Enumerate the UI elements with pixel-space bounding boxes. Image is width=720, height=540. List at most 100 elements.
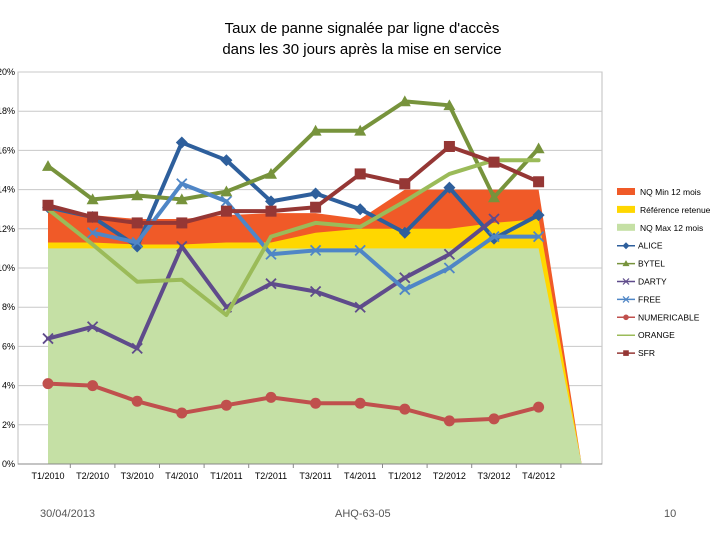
series-bytel bbox=[42, 95, 545, 205]
series-line bbox=[46, 158, 541, 318]
band-area bbox=[48, 248, 582, 464]
legend-label: Référence retenue bbox=[640, 205, 711, 215]
legend-label: SFR bbox=[638, 348, 655, 358]
data-point bbox=[42, 378, 54, 390]
series-line bbox=[46, 144, 541, 225]
legend-label: ALICE bbox=[638, 241, 663, 251]
legend-label: NQ Min 12 mois bbox=[640, 187, 701, 197]
chart-title-line-2: dans les 30 jours après la mise en servi… bbox=[222, 41, 501, 58]
x-tick-label: T2/2011 bbox=[255, 471, 287, 481]
data-point bbox=[220, 399, 232, 411]
data-point bbox=[265, 195, 277, 208]
legend-swatch bbox=[617, 223, 635, 231]
data-point bbox=[220, 195, 233, 207]
data-point-stroke bbox=[309, 244, 322, 256]
data-point bbox=[309, 187, 322, 200]
data-point bbox=[443, 181, 456, 194]
y-tick-label: 10% bbox=[0, 263, 15, 273]
data-point-stroke bbox=[399, 283, 411, 296]
data-point bbox=[175, 193, 188, 205]
data-point bbox=[131, 236, 143, 249]
data-point bbox=[87, 380, 99, 392]
data-point bbox=[354, 301, 366, 313]
data-point-stroke bbox=[131, 342, 143, 354]
data-point bbox=[443, 140, 455, 152]
y-tick-label: 2% bbox=[2, 420, 15, 430]
legend-marker bbox=[622, 295, 630, 303]
data-point bbox=[86, 321, 99, 333]
legend-marker bbox=[623, 350, 629, 356]
series-numericable bbox=[42, 378, 545, 427]
data-point bbox=[87, 211, 99, 223]
data-point bbox=[354, 168, 366, 180]
legend-label: BYTEL bbox=[638, 259, 665, 269]
data-point-stroke bbox=[532, 231, 545, 243]
y-tick-label: 18% bbox=[0, 106, 15, 116]
data-point-stroke bbox=[220, 195, 233, 207]
legend-marker bbox=[622, 278, 630, 285]
y-tick-label: 4% bbox=[2, 381, 15, 391]
data-point bbox=[532, 231, 545, 243]
data-point bbox=[310, 201, 322, 213]
data-point bbox=[86, 193, 99, 205]
y-tick-label: 20% bbox=[0, 67, 15, 77]
y-tick-label: 0% bbox=[2, 459, 15, 469]
series-free bbox=[86, 178, 545, 296]
legend-label: DARTY bbox=[638, 277, 667, 287]
data-point bbox=[443, 99, 456, 111]
y-tick-label: 8% bbox=[2, 302, 15, 312]
x-tick-label: T3/2011 bbox=[299, 471, 331, 481]
data-point bbox=[309, 285, 322, 298]
data-point-stroke bbox=[443, 248, 456, 260]
data-point bbox=[488, 231, 500, 243]
data-point bbox=[131, 217, 143, 229]
data-point bbox=[533, 401, 545, 413]
chart-title: Taux de panne signalée par ligne d'accès… bbox=[222, 20, 501, 58]
series-line bbox=[46, 381, 541, 423]
x-tick-label: T3/2012 bbox=[477, 471, 510, 481]
data-point bbox=[443, 262, 456, 274]
data-point bbox=[220, 205, 232, 217]
data-point-stroke bbox=[443, 262, 456, 274]
footer-reference: AHQ-63-05 bbox=[335, 508, 391, 520]
data-point bbox=[354, 203, 367, 216]
data-point-stroke bbox=[131, 236, 143, 249]
footer-date: 30/04/2013 bbox=[40, 508, 96, 520]
legend-marker bbox=[622, 242, 630, 250]
data-point-stroke bbox=[309, 285, 322, 298]
data-point bbox=[532, 142, 545, 154]
data-point bbox=[131, 189, 144, 201]
data-point-stroke bbox=[42, 332, 54, 345]
legend-marker bbox=[623, 314, 629, 321]
x-tick-label: T4/2010 bbox=[165, 471, 198, 481]
x-tick-label: T1/2010 bbox=[31, 471, 64, 481]
data-point bbox=[131, 395, 143, 407]
y-tick-label: 16% bbox=[0, 145, 15, 155]
data-point bbox=[176, 178, 188, 190]
data-point bbox=[398, 95, 411, 107]
data-point bbox=[488, 191, 500, 203]
data-point bbox=[443, 248, 456, 260]
legend-label: FREE bbox=[638, 294, 661, 304]
data-point bbox=[86, 227, 99, 239]
series-darty bbox=[42, 213, 500, 354]
series-sfr bbox=[42, 140, 545, 229]
data-point bbox=[399, 178, 411, 190]
legend-marker bbox=[622, 260, 630, 267]
x-tick-label: T2/2010 bbox=[76, 471, 109, 481]
data-point bbox=[488, 213, 500, 225]
data-point bbox=[354, 244, 366, 256]
series-orange bbox=[46, 158, 541, 318]
legend-label: ORANGE bbox=[638, 330, 675, 340]
y-tick-label: 14% bbox=[0, 185, 15, 195]
data-point bbox=[532, 209, 545, 222]
data-point bbox=[220, 185, 233, 197]
data-point bbox=[42, 199, 54, 211]
data-point-stroke bbox=[488, 213, 500, 225]
legend-swatch bbox=[617, 205, 635, 213]
data-point-stroke bbox=[354, 301, 366, 313]
footer-page-number: 10 bbox=[664, 508, 677, 520]
data-point-stroke bbox=[86, 321, 99, 333]
legend-label: NUMERICABLE bbox=[638, 312, 700, 322]
